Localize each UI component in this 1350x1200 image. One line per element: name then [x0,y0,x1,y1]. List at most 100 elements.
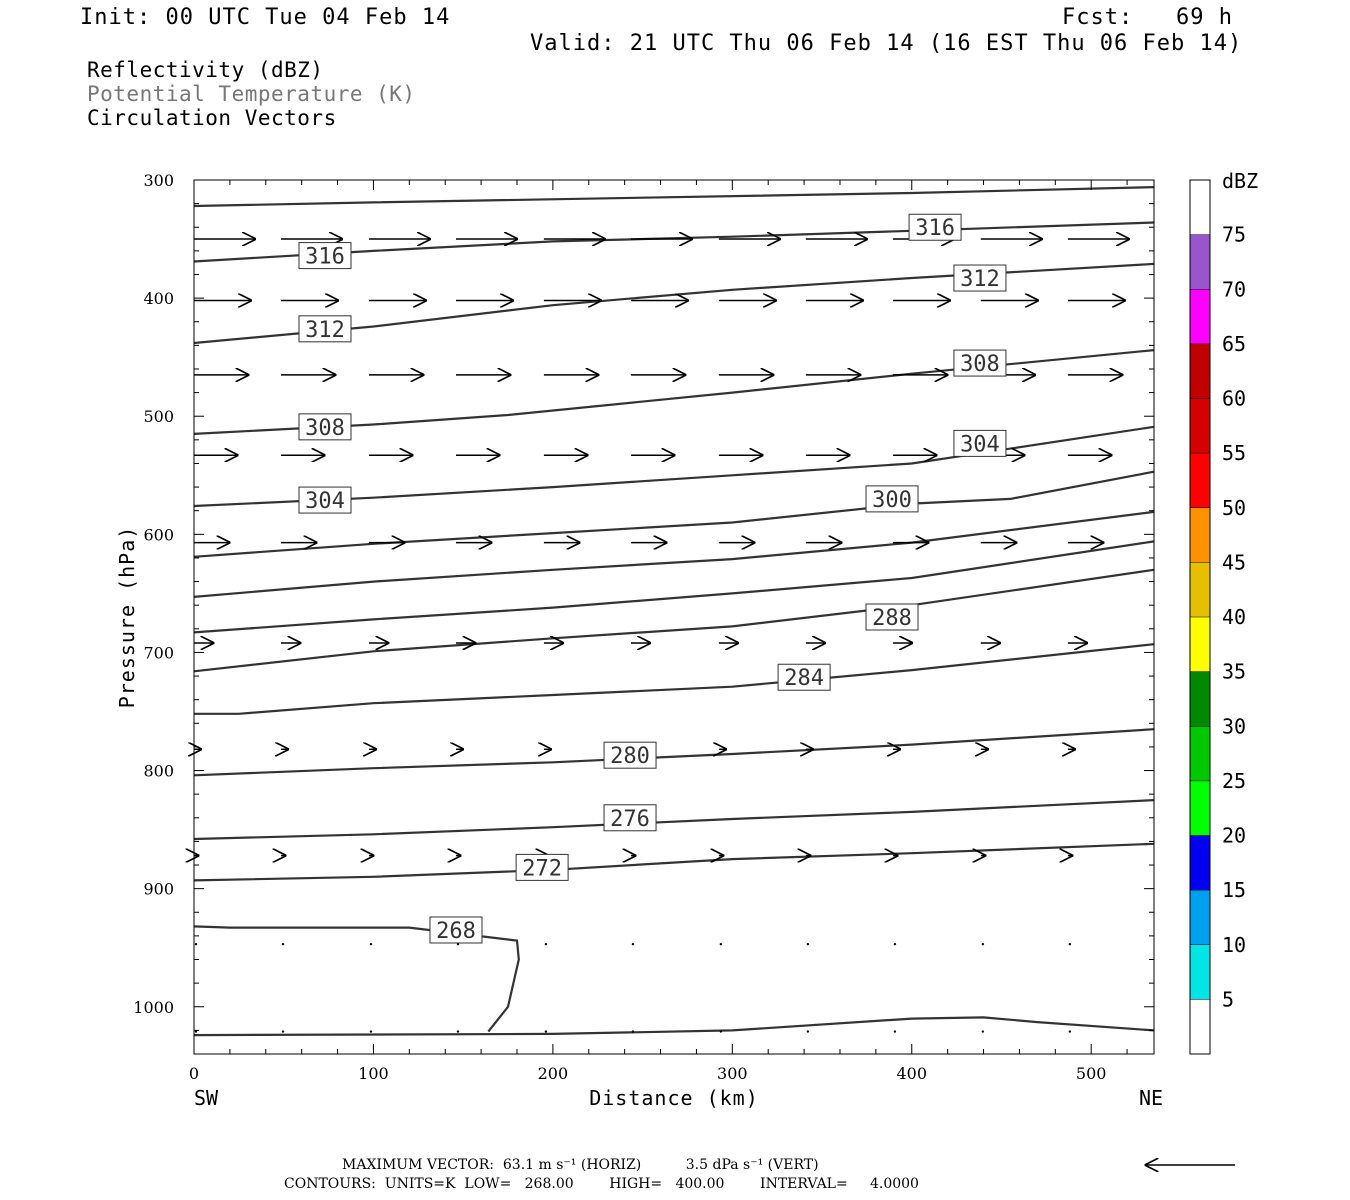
field-reflectivity: Reflectivity (dBZ) [87,58,324,82]
colorbar-segment-4 [1190,780,1210,836]
contour-label-box-2 [908,213,962,241]
colorbar-label-75: 75 [1222,223,1246,247]
colorbar-label-20: 20 [1222,824,1246,848]
colorbar-label-25: 25 [1222,769,1246,793]
colorbar-segment-12 [1190,343,1210,399]
contour-300-9 [193,470,1155,558]
contour-label-316-1: 316 [305,245,345,270]
colorbar-segment-10 [1190,453,1210,508]
colorbar-segment-1 [1190,944,1210,1000]
y-tick-label-300: 300 [143,171,174,190]
colorbar-segment-7 [1190,617,1210,672]
potential-temperature-contours [193,186,1155,1037]
vector-9-7 [806,1030,810,1033]
forecast-hour: Fcst: 69 h [1062,5,1233,30]
colorbar-label-60: 60 [1222,387,1246,411]
contour-label-box-8 [953,429,1007,457]
y-tick-label-1000: 1000 [133,998,174,1017]
x-tick-label-100: 100 [358,1064,389,1083]
contour-label-276-15: 276 [610,807,650,832]
colorbar-label-15: 15 [1222,878,1246,902]
colorbar-segment-2 [1190,890,1210,945]
contour-labels: 316 316 312 312 308 308 304 304 300 288 284 280 276 2… [298,213,1007,944]
vector-8-0 [194,942,198,946]
y-tick-label-600: 600 [143,525,174,544]
vector-8-7 [806,942,810,946]
contour-272-16 [193,842,1155,882]
contour-label-288-12: 288 [872,606,912,631]
contour-label-284-13: 284 [784,666,824,691]
contour-280-14 [193,728,1155,777]
x-tick-label-0: 0 [189,1064,199,1083]
contour-268-18 [193,1016,1155,1037]
contour-label-box-4 [953,264,1007,292]
x-axis-label: Distance (km) [589,1086,759,1110]
colorbar-label-65: 65 [1222,332,1246,356]
contour-label-box-5 [298,413,352,441]
vector-9-0 [194,1030,198,1033]
contour-label-308-6: 308 [960,352,1000,377]
left-direction-label: SW [194,1086,219,1110]
colorbar-label-45: 45 [1222,550,1246,574]
vector-9-10 [1068,1030,1072,1033]
vector-9-3 [456,1030,460,1033]
y-tick-label-500: 500 [143,407,174,426]
vector-8-4 [544,942,548,946]
contour-284-13 [194,643,1155,715]
vector-9-9 [981,1030,985,1033]
contour-label-268-17: 268 [436,919,476,944]
vector-8-5 [631,942,635,946]
colorbar-segment-8 [1190,562,1210,617]
contour-label-316-2: 316 [915,216,955,241]
right-direction-label: NE [1139,1086,1163,1110]
init-time: Init: 00 UTC Tue 04 Feb 14 [80,5,451,30]
contour-label-box-9 [865,485,919,513]
contour-label-box-12 [865,603,919,631]
colorbar-label-5: 5 [1222,987,1234,1011]
vector-9-5 [631,1030,635,1033]
y-tick-label-700: 700 [143,643,174,662]
vector-8-8 [893,942,897,946]
contour-label-box-1 [298,242,352,270]
colorbar-segment-14 [1190,234,1210,290]
colorbar-segment-9 [1190,507,1210,563]
vector-8-9 [981,942,985,946]
colorbar-segment-15 [1190,180,1210,235]
colorbar-label-30: 30 [1222,714,1246,738]
colorbar-label-70: 70 [1222,277,1246,301]
y-axis-label: Pressure (hPa) [115,526,139,709]
contour-label-272-16: 272 [522,856,562,881]
colorbar-label-10: 10 [1222,933,1246,957]
contour-label-box-7 [298,486,352,514]
colorbar-label-40: 40 [1222,605,1246,629]
contour-296-10 [193,510,1155,598]
axis-ticks: 0 100 200 300 400 500 300 400 500 600 700 800 900 100… [133,171,1154,1083]
colorbar-label-55: 55 [1222,441,1246,465]
field-potential-temperature: Potential Temperature (K) [87,82,416,106]
max-vector-info: MAXIMUM VECTOR: 63.1 m s⁻¹ (HORIZ) 3.5 d… [342,1157,819,1173]
colorbar-segment-5 [1190,726,1210,781]
contour-label-300-9: 300 [872,488,912,513]
colorbar-segment-11 [1190,398,1210,454]
x-tick-label-400: 400 [896,1064,927,1083]
contour-info: CONTOURS: UNITS=K LOW= 268.00 HIGH= 400.… [284,1176,919,1192]
contour-288-12 [193,568,1155,673]
contour-label-312-4: 312 [960,267,1000,292]
contour-label-box-16 [515,853,569,881]
contour-label-304-8: 304 [960,432,1000,457]
contour-label-box-6 [953,349,1007,377]
contour-label-box-3 [298,315,352,343]
vector-8-3 [456,942,460,946]
colorbar-segment-0 [1190,999,1210,1054]
x-tick-label-500: 500 [1076,1064,1107,1083]
vector-8-2 [369,942,373,946]
colorbar-segment-3 [1190,835,1210,891]
colorbar-label-35: 35 [1222,660,1246,684]
contour-276-15 [193,799,1155,841]
vector-9-8 [893,1030,897,1033]
vector-9-4 [544,1030,548,1033]
contour-label-280-14: 280 [610,744,650,769]
contour-label-box-15 [603,804,657,832]
contour-label-box-13 [777,663,831,691]
